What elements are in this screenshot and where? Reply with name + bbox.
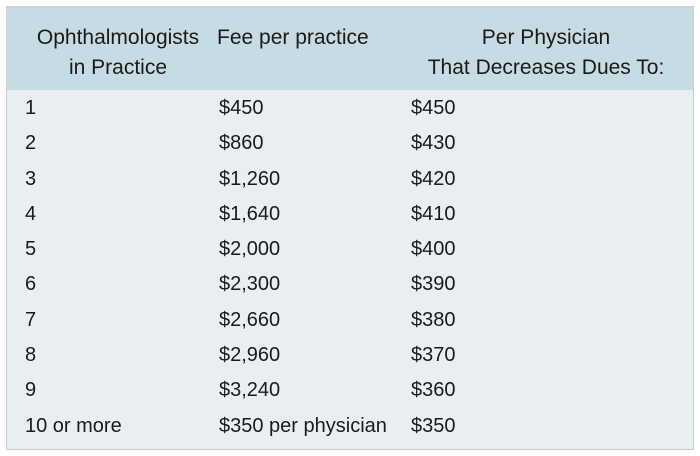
cell-count: 9	[25, 379, 37, 402]
cell-per-physician: $430	[411, 132, 456, 155]
header-fee-per-practice: Fee per practice	[217, 26, 369, 49]
table-row: 7 $2,660 $380	[7, 303, 693, 338]
cell-fee: $2,660	[219, 308, 281, 331]
cell-per-physician: $370	[411, 344, 456, 367]
header-per-physician-line1: Per Physician	[481, 26, 611, 49]
cell-count: 7	[25, 308, 37, 331]
table-row: 9 $3,240 $360	[7, 373, 693, 408]
cell-count: 1	[25, 97, 37, 119]
cell-count: 2	[25, 132, 37, 155]
cell-per-physician: $450	[411, 97, 456, 119]
table-row: 8 $2,960 $370	[7, 338, 693, 373]
cell-per-physician: $400	[411, 238, 456, 261]
cell-per-physician: $390	[411, 273, 456, 296]
table-row: 10 or more $350 per physician $350	[7, 409, 693, 444]
table-header: Ophthalmologists in Practice Fee per pra…	[7, 7, 693, 90]
cell-fee: $3,240	[219, 379, 281, 402]
header-per-physician-line2: That Decreases Dues To:	[427, 56, 665, 79]
cell-fee: $2,300	[219, 273, 281, 296]
cell-fee: $350 per physician	[219, 414, 387, 437]
table-row: 1 $450 $450	[7, 91, 693, 126]
cell-count: 5	[25, 238, 37, 261]
cell-count: 10 or more	[25, 414, 122, 437]
cell-fee: $1,260	[219, 167, 281, 190]
table-body: 1 $450 $450 2 $860 $430 3 $1,260 $420 4 …	[7, 91, 693, 444]
cell-per-physician: $380	[411, 308, 456, 331]
table-row: 2 $860 $430	[7, 126, 693, 161]
header-per-physician: Per Physician That Decreases Dues To:	[411, 23, 681, 83]
cell-count: 8	[25, 344, 37, 367]
cell-fee: $1,640	[219, 202, 281, 225]
cell-fee: $450	[219, 97, 264, 119]
header-ophthalmologists: Ophthalmologists in Practice	[23, 23, 213, 83]
cell-per-physician: $420	[411, 167, 456, 190]
cell-fee: $860	[219, 132, 264, 155]
table-row: 3 $1,260 $420	[7, 162, 693, 197]
cell-count: 3	[25, 167, 37, 190]
cell-per-physician: $360	[411, 379, 456, 402]
header-ophthalmologists-line1: Ophthalmologists	[36, 26, 200, 49]
table-row: 6 $2,300 $390	[7, 267, 693, 302]
cell-fee: $2,000	[219, 238, 281, 261]
header-ophthalmologists-line2: in Practice	[68, 56, 168, 79]
cell-fee: $2,960	[219, 344, 281, 367]
cell-per-physician: $350	[411, 414, 456, 437]
cell-count: 4	[25, 202, 37, 225]
table-row: 5 $2,000 $400	[7, 232, 693, 267]
dues-table: Ophthalmologists in Practice Fee per pra…	[6, 6, 694, 450]
cell-per-physician: $410	[411, 202, 456, 225]
table-row: 4 $1,640 $410	[7, 197, 693, 232]
cell-count: 6	[25, 273, 37, 296]
